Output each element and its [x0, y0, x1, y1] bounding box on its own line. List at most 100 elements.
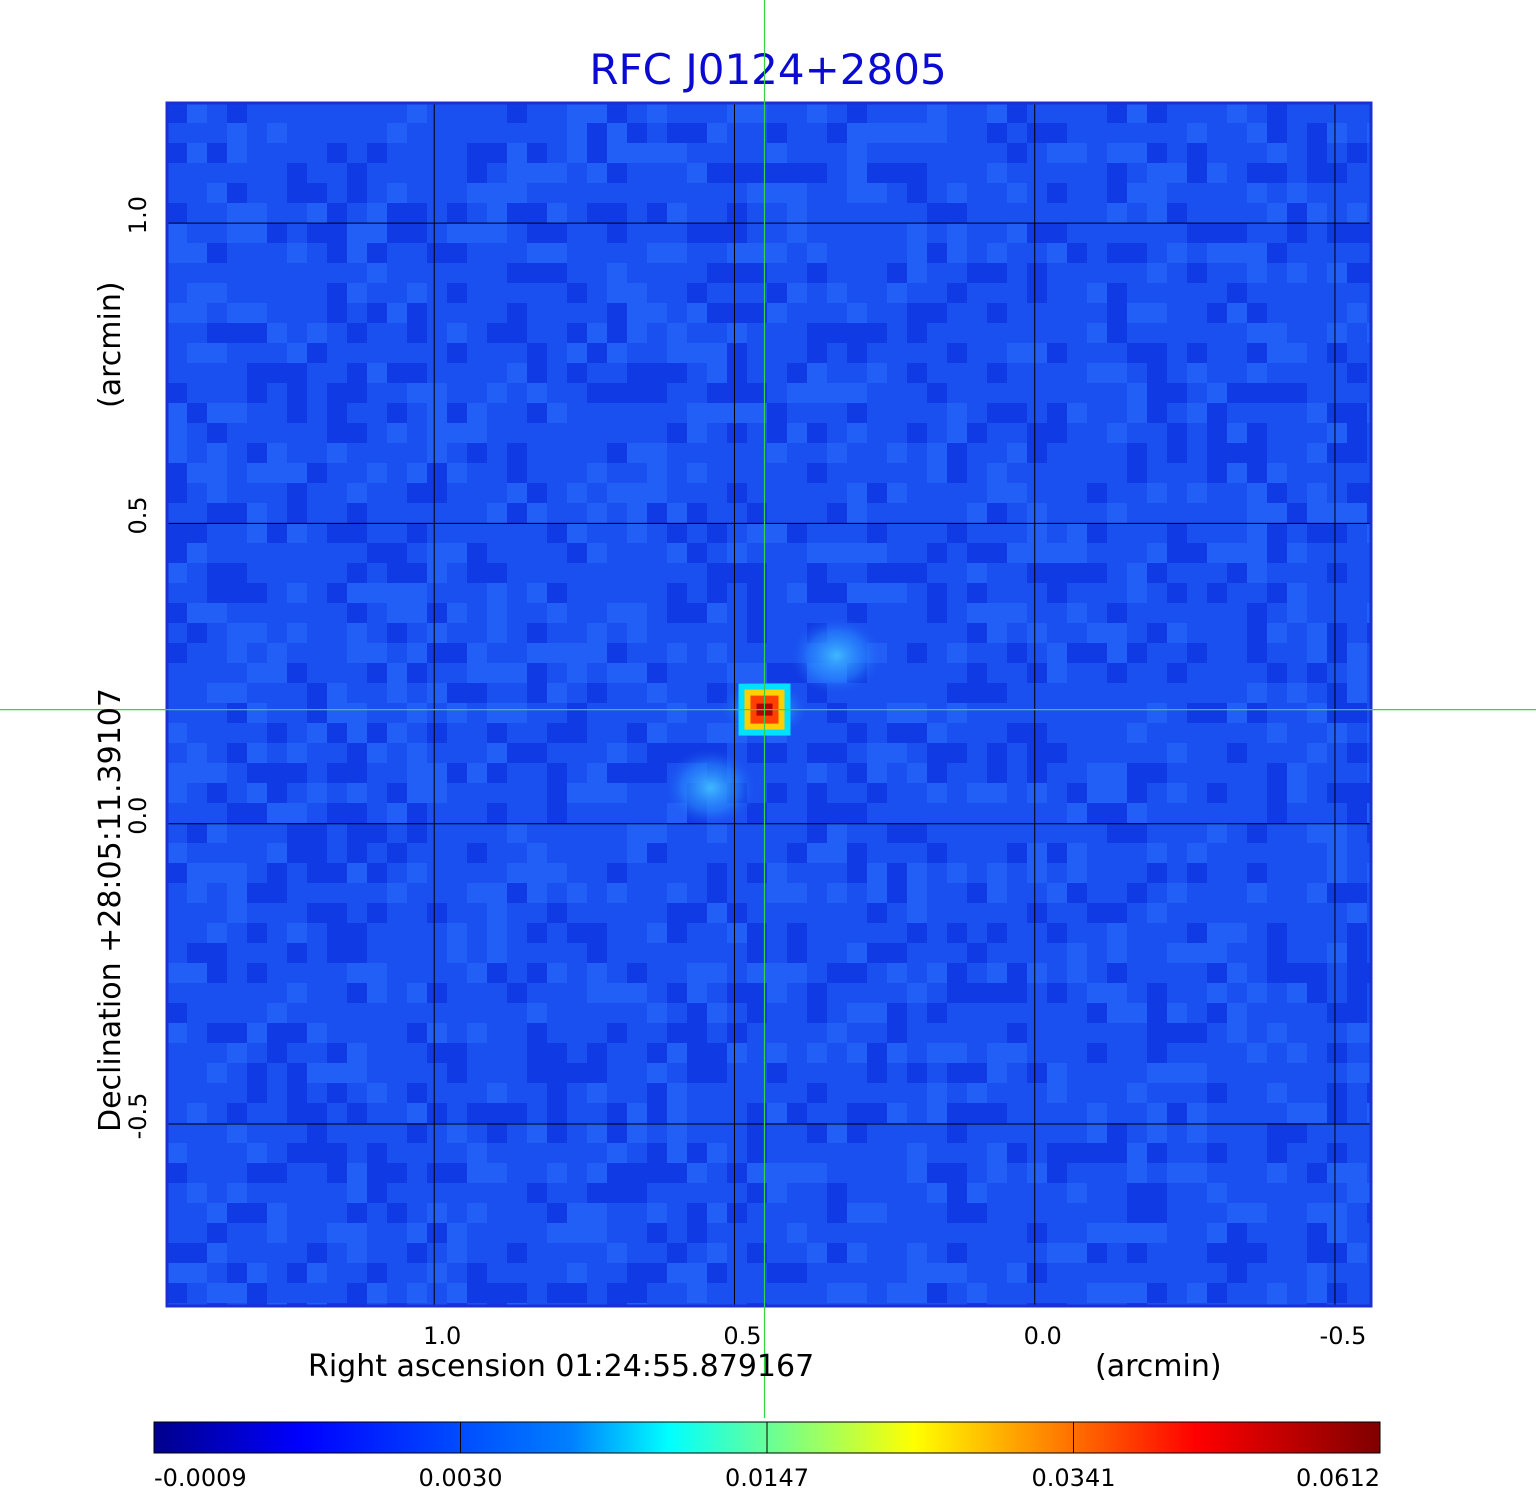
noise-pixel: [507, 323, 527, 343]
noise-pixel: [767, 183, 787, 203]
noise-pixel: [907, 923, 927, 943]
noise-pixel: [1327, 943, 1347, 963]
noise-pixel: [1127, 643, 1147, 663]
noise-pixel: [747, 983, 767, 1003]
noise-pixel: [647, 1043, 667, 1063]
noise-pixel: [967, 263, 987, 283]
noise-pixel: [327, 803, 347, 823]
noise-pixel: [987, 1063, 1007, 1083]
noise-pixel: [747, 1103, 767, 1123]
noise-pixel: [567, 643, 587, 663]
noise-pixel: [707, 343, 727, 363]
noise-pixel: [507, 463, 527, 483]
noise-pixel: [847, 323, 867, 343]
noise-pixel: [667, 363, 687, 383]
noise-pixel: [807, 843, 827, 863]
noise-pixel: [847, 583, 867, 603]
noise-pixel: [887, 1003, 907, 1023]
noise-pixel: [447, 763, 467, 783]
noise-pixel: [1187, 263, 1207, 283]
noise-pixel: [967, 623, 987, 643]
noise-pixel: [1347, 923, 1367, 943]
noise-pixel: [1127, 103, 1147, 123]
noise-pixel: [1127, 243, 1147, 263]
noise-pixel: [447, 923, 467, 943]
noise-pixel: [347, 563, 367, 583]
noise-pixel: [467, 1143, 487, 1163]
noise-pixel: [327, 383, 347, 403]
noise-pixel: [627, 523, 647, 543]
noise-pixel: [807, 163, 827, 183]
noise-pixel: [1307, 163, 1327, 183]
noise-pixel: [667, 1143, 687, 1163]
noise-pixel: [1227, 243, 1247, 263]
noise-pixel: [1087, 563, 1107, 583]
noise-pixel: [327, 923, 347, 943]
noise-pixel: [367, 963, 387, 983]
noise-pixel: [327, 583, 347, 603]
noise-pixel: [1267, 1023, 1287, 1043]
noise-pixel: [927, 383, 947, 403]
noise-pixel: [347, 583, 367, 603]
noise-pixel: [287, 163, 307, 183]
noise-pixel: [767, 883, 787, 903]
noise-pixel: [167, 483, 187, 503]
noise-pixel: [967, 663, 987, 683]
noise-pixel: [947, 743, 967, 763]
noise-pixel: [347, 243, 367, 263]
noise-pixel: [447, 1223, 467, 1243]
noise-pixel: [1267, 383, 1287, 403]
noise-pixel: [907, 323, 927, 343]
noise-pixel: [1227, 103, 1247, 123]
noise-pixel: [327, 283, 347, 303]
noise-pixel: [1027, 223, 1047, 243]
noise-pixel: [167, 843, 187, 863]
noise-pixel: [867, 123, 887, 143]
noise-pixel: [347, 223, 367, 243]
noise-pixel: [1367, 723, 1371, 743]
noise-pixel: [907, 183, 927, 203]
noise-pixel: [1367, 1023, 1371, 1043]
noise-pixel: [1127, 883, 1147, 903]
noise-pixel: [607, 863, 627, 883]
noise-pixel: [427, 983, 447, 1003]
noise-pixel: [247, 203, 267, 223]
noise-pixel: [967, 1083, 987, 1103]
noise-pixel: [847, 1003, 867, 1023]
noise-pixel: [387, 803, 407, 823]
noise-pixel: [1147, 183, 1167, 203]
noise-pixel: [827, 883, 847, 903]
noise-pixel: [947, 1043, 967, 1063]
noise-pixel: [267, 323, 287, 343]
noise-pixel: [647, 723, 667, 743]
noise-pixel: [607, 1143, 627, 1163]
noise-pixel: [527, 883, 547, 903]
noise-pixel: [247, 223, 267, 243]
noise-pixel: [1347, 903, 1367, 923]
noise-pixel: [227, 1263, 247, 1283]
noise-pixel: [267, 443, 287, 463]
noise-pixel: [607, 783, 627, 803]
noise-pixel: [607, 123, 627, 143]
noise-pixel: [1047, 1163, 1067, 1183]
noise-pixel: [527, 1123, 547, 1143]
noise-pixel: [747, 503, 767, 523]
noise-pixel: [607, 1103, 627, 1123]
noise-pixel: [587, 783, 607, 803]
noise-pixel: [1347, 943, 1367, 963]
noise-pixel: [327, 143, 347, 163]
noise-pixel: [167, 643, 187, 663]
noise-pixel: [707, 603, 727, 623]
noise-pixel: [827, 823, 847, 843]
noise-pixel: [1107, 283, 1127, 303]
noise-pixel: [767, 123, 787, 143]
noise-pixel: [507, 143, 527, 163]
noise-pixel: [1067, 643, 1087, 663]
noise-pixel: [707, 683, 727, 703]
noise-pixel: [967, 563, 987, 583]
noise-pixel: [807, 103, 827, 123]
noise-pixel: [727, 483, 747, 503]
noise-pixel: [607, 1283, 627, 1303]
noise-pixel: [807, 983, 827, 1003]
noise-pixel: [567, 883, 587, 903]
